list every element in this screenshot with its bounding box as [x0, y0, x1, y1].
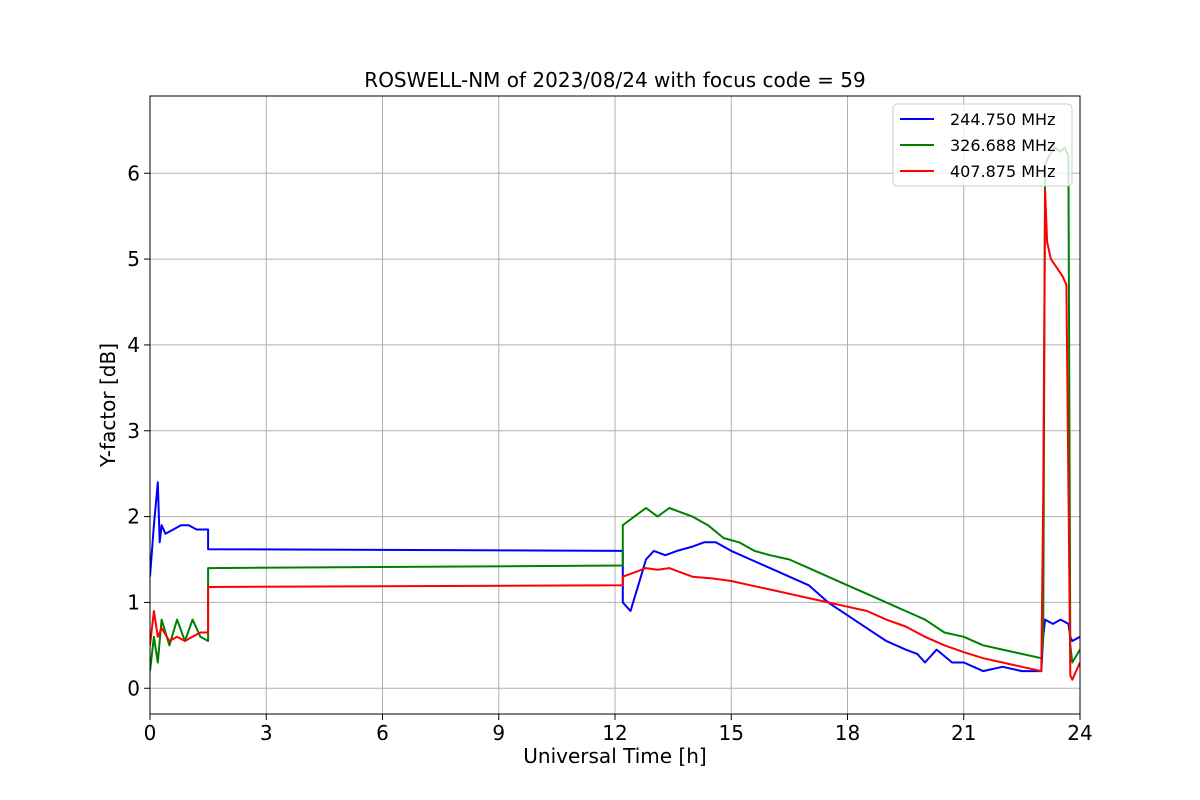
chart-title: ROSWELL-NM of 2023/08/24 with focus code…: [364, 68, 865, 92]
x-axis-label: Universal Time [h]: [523, 744, 706, 768]
x-tick-label: 0: [144, 721, 157, 745]
x-tick-label: 9: [492, 721, 505, 745]
legend-label-1: 244.750 MHz: [950, 110, 1055, 129]
x-tick-label: 6: [376, 721, 389, 745]
x-tick-label: 21: [951, 721, 976, 745]
y-tick-label: 1: [127, 590, 140, 614]
x-tick-label: 15: [719, 721, 744, 745]
x-tick-label: 3: [260, 721, 273, 745]
y-axis-label: Y-factor [dB]: [96, 343, 120, 468]
y-tick-label: 4: [127, 333, 140, 357]
x-tick-label: 12: [602, 721, 627, 745]
x-tick-label: 24: [1067, 721, 1092, 745]
legend: 244.750 MHz 326.688 MHz 407.875 MHz: [892, 103, 1073, 187]
y-tick-label: 2: [127, 505, 140, 529]
y-axis-ticks: 0 1 2 3 4 5 6: [127, 161, 150, 700]
y-tick-label: 5: [127, 247, 140, 271]
x-axis-ticks: 0 3 6 9 12 15 18 21 24: [144, 714, 1093, 745]
y-tick-label: 0: [127, 676, 140, 700]
x-tick-label: 18: [835, 721, 860, 745]
legend-box: [892, 103, 1073, 187]
legend-label-3: 407.875 MHz: [950, 162, 1055, 181]
y-tick-label: 3: [127, 419, 140, 443]
legend-label-2: 326.688 MHz: [950, 136, 1055, 155]
y-tick-label: 6: [127, 161, 140, 185]
series-line-3: [150, 189, 1080, 681]
